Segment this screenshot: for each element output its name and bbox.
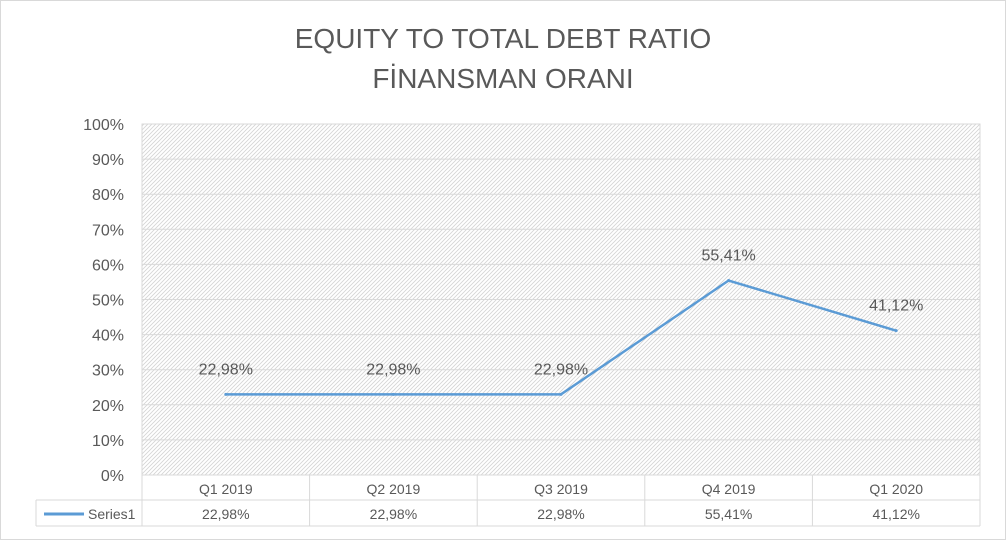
y-tick-label: 100% — [83, 117, 124, 134]
table-cell-value: 22,98% — [202, 506, 249, 522]
data-point — [894, 329, 898, 333]
y-tick-label: 90% — [92, 152, 124, 169]
y-tick-label: 50% — [92, 293, 124, 310]
table-cell-value: 55,41% — [705, 506, 752, 522]
data-point — [727, 279, 731, 283]
chart-subtitle: FİNANSMAN ORANI — [372, 63, 634, 94]
data-point — [391, 392, 395, 396]
legend-label: Series1 — [88, 506, 136, 522]
data-label: 22,98% — [534, 361, 588, 378]
y-tick-label: 0% — [101, 468, 124, 485]
x-tick-label: Q4 2019 — [702, 481, 756, 497]
data-point — [224, 392, 228, 396]
data-label: 41,12% — [869, 298, 923, 315]
chart-title: EQUITY TO TOTAL DEBT RATIO — [294, 23, 712, 54]
y-tick-label: 60% — [92, 257, 124, 274]
data-label: 22,98% — [199, 361, 253, 378]
table-cell-value: 41,12% — [872, 506, 919, 522]
x-tick-label: Q3 2019 — [534, 481, 588, 497]
y-tick-label: 20% — [92, 398, 124, 415]
x-tick-label: Q1 2019 — [199, 481, 253, 497]
table-cell-value: 22,98% — [370, 506, 417, 522]
y-tick-label: 80% — [92, 187, 124, 204]
data-point — [559, 392, 563, 396]
data-label: 55,41% — [701, 248, 755, 265]
y-tick-label: 70% — [92, 222, 124, 239]
y-tick-label: 40% — [92, 328, 124, 345]
data-label: 22,98% — [366, 361, 420, 378]
table-cell-value: 22,98% — [537, 506, 584, 522]
x-tick-label: Q2 2019 — [367, 481, 421, 497]
y-tick-label: 30% — [92, 363, 124, 380]
x-tick-label: Q1 2020 — [869, 481, 923, 497]
y-tick-label: 10% — [92, 433, 124, 450]
